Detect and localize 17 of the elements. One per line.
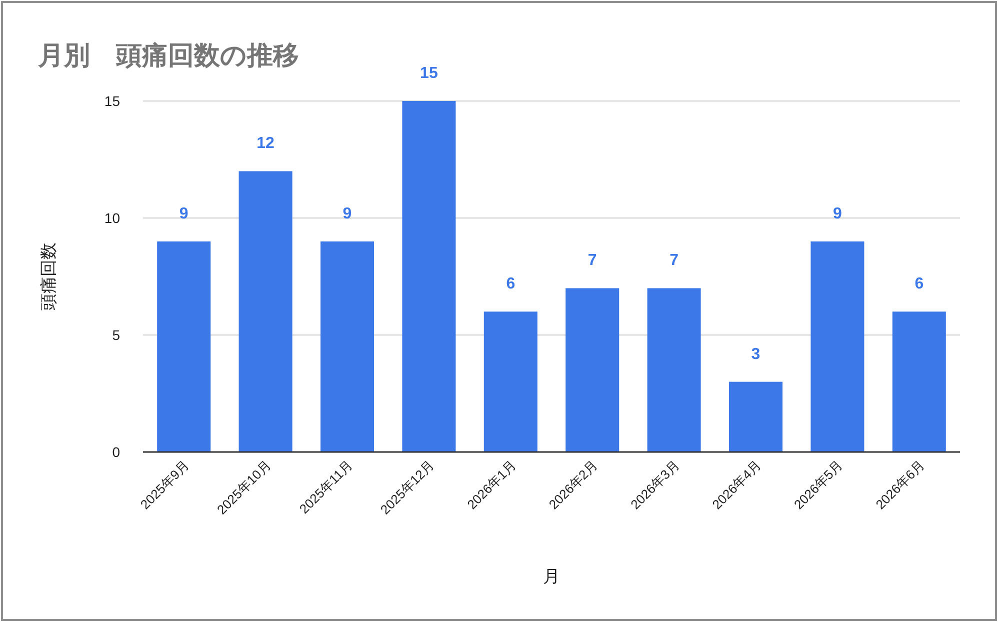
xlabel: 月 (543, 567, 560, 586)
ytick: 0 (112, 444, 120, 460)
ylabel: 頭痛回数 (39, 242, 58, 310)
data-label: 7 (588, 252, 597, 270)
title: 月別 頭痛回数の推移 (38, 40, 299, 70)
data-label: 6 (506, 276, 516, 293)
data-label: 12 (256, 135, 274, 152)
data-label: 9 (833, 205, 842, 222)
data-label: 3 (751, 346, 760, 363)
data-label: 6 (914, 276, 924, 293)
ytick: 15 (104, 93, 120, 109)
data-label: 9 (179, 205, 188, 222)
ytick: 10 (104, 210, 120, 226)
data-label: 7 (670, 252, 678, 270)
ytick: 5 (112, 327, 120, 343)
data-label: 9 (342, 205, 352, 222)
data-label: 15 (420, 65, 438, 82)
